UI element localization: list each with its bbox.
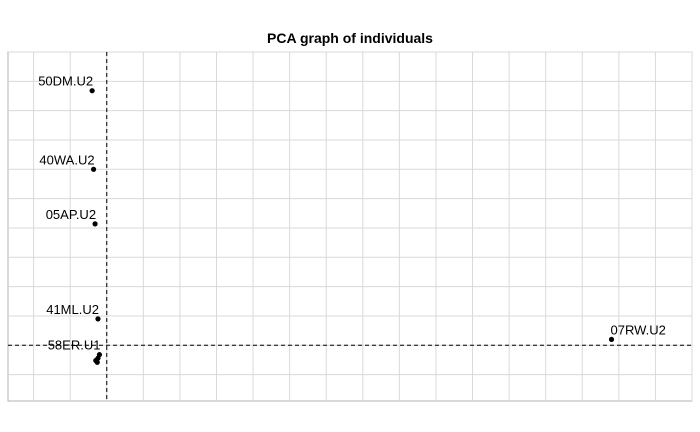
point-label: 50DM.U2 — [38, 74, 93, 89]
data-point — [608, 336, 615, 343]
data-point — [90, 166, 97, 172]
data-point — [94, 359, 100, 365]
data-points — [89, 88, 615, 365]
point-label: 41ML.U2 — [46, 302, 99, 317]
data-point — [92, 221, 98, 227]
data-point — [95, 316, 101, 322]
chart-title: PCA graph of individuals — [267, 30, 433, 46]
point-label: 40WA.U2 — [39, 152, 94, 167]
point-label: 05AP.U2 — [46, 207, 96, 222]
reference-lines — [8, 52, 692, 401]
point-label: 58ER.U1 — [48, 338, 101, 353]
plot-panel — [7, 51, 693, 402]
point-label: 07RW.U2 — [611, 322, 666, 337]
grid-lines — [8, 51, 693, 401]
data-point — [89, 88, 95, 94]
point-labels: 50DM.U2 40WA.U2 05AP.U2 41ML.U2 07RW.U2 58ER.… — [38, 74, 666, 353]
